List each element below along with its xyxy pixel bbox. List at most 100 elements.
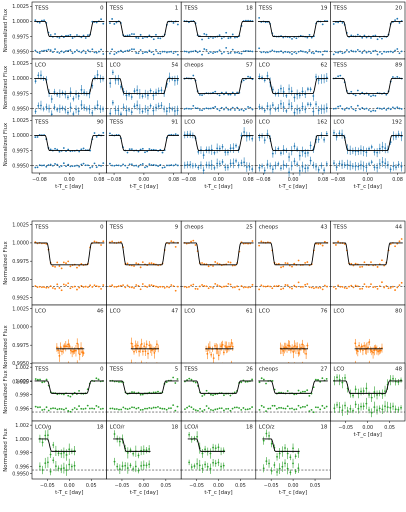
- x-tick-label: 0.08: [168, 177, 179, 183]
- flux-point: [354, 94, 357, 97]
- residual-point: [172, 52, 175, 55]
- residual-point: [111, 101, 114, 104]
- flux-point: [125, 94, 128, 97]
- residual-point: [155, 106, 157, 109]
- residual-point: [49, 163, 52, 166]
- residual-point: [167, 407, 170, 410]
- residual-point: [146, 286, 149, 288]
- residual-point: [188, 461, 191, 464]
- residual-point: [89, 50, 92, 53]
- residual-point: [150, 51, 153, 54]
- flux-point: [234, 93, 236, 96]
- residual-point: [258, 288, 261, 291]
- residual-point: [273, 285, 276, 287]
- flux-point: [360, 345, 363, 348]
- residual-point: [227, 282, 230, 285]
- residual-point: [271, 49, 274, 52]
- residual-point: [93, 284, 96, 287]
- residual-point: [65, 165, 67, 168]
- y-axis-label: Normalized Flux: [3, 324, 9, 368]
- flux-point: [78, 353, 81, 356]
- flux-point: [282, 265, 285, 268]
- residual-point: [278, 406, 280, 409]
- residual-point: [141, 163, 144, 165]
- flux-point: [95, 21, 98, 24]
- residual-point: [190, 107, 193, 110]
- residual-point: [176, 164, 179, 167]
- flux-point: [140, 343, 143, 345]
- x-tick-label: 0.00: [362, 425, 373, 431]
- residual-point: [298, 170, 301, 172]
- residual-point: [176, 405, 179, 408]
- y-tick-label: 0.9975: [12, 91, 29, 97]
- residual-point: [274, 108, 277, 111]
- flux-point: [80, 88, 83, 91]
- residual-point: [68, 463, 71, 466]
- flux-point: [212, 91, 214, 94]
- residual-point: [276, 471, 278, 473]
- residual-point: [69, 287, 72, 290]
- residual-point: [392, 51, 394, 54]
- residual-point: [176, 53, 179, 56]
- x-axis-label: t-T_c [day]: [354, 184, 382, 190]
- flux-point: [170, 240, 173, 243]
- flux-point: [374, 346, 377, 349]
- residual-point: [362, 405, 365, 408]
- residual-point: [194, 107, 197, 110]
- flux-point: [128, 34, 131, 37]
- residual-point: [378, 285, 381, 288]
- residual-point: [274, 164, 277, 167]
- residual-point: [87, 164, 89, 167]
- residual-point: [126, 49, 129, 52]
- residual-point: [174, 409, 177, 412]
- residual-point: [236, 406, 238, 409]
- panel-tess-1: TESS 1: [106, 1, 182, 61]
- flux-point: [96, 73, 99, 76]
- flux-point: [304, 152, 307, 155]
- residual-point: [67, 163, 70, 166]
- x-tick-label: 0.00: [288, 483, 299, 489]
- residual-point: [131, 406, 133, 409]
- residual-point: [384, 405, 386, 408]
- residual-point: [124, 407, 127, 410]
- x-tick-label: −0.08: [32, 177, 47, 183]
- residual-point: [227, 166, 229, 169]
- flux-point: [338, 132, 341, 135]
- flux-point: [67, 260, 70, 263]
- flux-point: [365, 151, 368, 154]
- flux-point: [370, 37, 372, 39]
- model-curve: [108, 20, 179, 38]
- flux-point: [222, 351, 225, 354]
- residual-point: [360, 164, 362, 166]
- flux-point: [65, 262, 67, 265]
- flux-point: [120, 86, 122, 88]
- residual-point: [201, 284, 203, 286]
- residual-point: [297, 281, 300, 284]
- residual-point: [203, 409, 206, 411]
- residual-point: [234, 51, 236, 54]
- residual-point: [231, 286, 234, 289]
- residual-point: [133, 164, 135, 167]
- residual-point: [82, 408, 85, 410]
- residual-point: [185, 50, 188, 53]
- flux-point: [192, 239, 195, 242]
- x-tick-label: 0.00: [288, 177, 299, 183]
- residual-point: [288, 407, 291, 410]
- residual-point: [381, 281, 383, 284]
- residual-point: [44, 462, 47, 465]
- flux-point: [277, 262, 280, 265]
- flux-point: [67, 96, 69, 99]
- residual-point: [113, 460, 116, 463]
- panel-frame: [31, 1, 107, 60]
- y-tick-label: 0.9950: [12, 361, 29, 367]
- x-tick-label: −0.05: [338, 425, 353, 431]
- residual-point: [323, 108, 326, 111]
- residual-point: [43, 408, 46, 411]
- flux-point: [265, 382, 267, 385]
- residual-point: [78, 405, 80, 407]
- flux-point: [396, 17, 399, 20]
- residual-point: [197, 166, 200, 169]
- flux-point: [370, 350, 373, 353]
- flux-point: [194, 381, 197, 384]
- residual-point: [333, 407, 336, 410]
